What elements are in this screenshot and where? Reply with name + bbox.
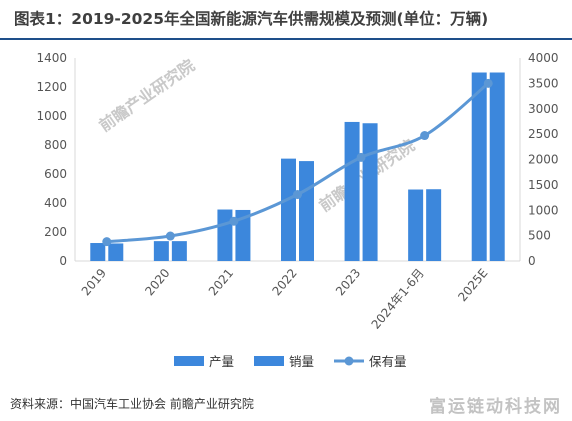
y-right-tick-label: 2000 (528, 153, 559, 167)
legend-swatch-0 (174, 356, 204, 366)
line-point-stock (420, 131, 430, 141)
y-left-tick-label: 0 (59, 254, 67, 268)
bar-sales (426, 189, 442, 261)
legend-marker-2 (344, 356, 354, 366)
axes: 0 200 400 600 800 1000 1200 1400 0 500 1000 1500 200… (36, 51, 558, 332)
bars (90, 72, 505, 261)
y-right-tick-label: 4000 (528, 51, 559, 65)
chart-title: 图表1：2019-2025年全国新能源汽车供需规模及预测(单位：万辆) (14, 10, 489, 28)
line-series (102, 78, 493, 247)
y-right-tick-label: 2500 (528, 127, 559, 141)
y-left-tick-label: 1200 (36, 80, 67, 94)
bar-sales (235, 209, 251, 261)
line-point-stock (102, 237, 112, 247)
bar-sales (171, 241, 187, 261)
y-left-tick-label: 200 (44, 225, 67, 239)
line-point-stock (165, 231, 175, 241)
y-right-tick-label: 1500 (528, 178, 559, 192)
legend-label-2: 保有量 (369, 354, 407, 369)
bar-sales (489, 72, 505, 261)
bar-production (471, 72, 487, 261)
legend-swatch-1 (254, 356, 284, 366)
bar-sales (299, 161, 314, 261)
bar-production (90, 243, 106, 261)
line-point-stock (356, 152, 366, 162)
x-tick-label: 2022 (269, 266, 299, 298)
x-tick-label: 2024年1-6月 (369, 266, 427, 332)
x-tick-label: 2023 (333, 266, 363, 298)
y-right-tick-label: 500 (528, 229, 551, 243)
x-tick-label: 2020 (142, 266, 172, 298)
y-left-tick-label: 1400 (36, 51, 67, 65)
x-tick-label: 2025E (455, 266, 490, 304)
bar-production (408, 189, 424, 261)
source-note: 资料来源：中国汽车工业协会 前瞻产业研究院 (10, 397, 254, 411)
bar-production (217, 209, 233, 261)
y-left-tick-label: 800 (44, 138, 67, 152)
bar-production (153, 241, 169, 261)
y-left-tick-label: 600 (44, 167, 67, 181)
line-point-stock (293, 190, 302, 200)
title-rule (0, 38, 572, 40)
line-point-stock (483, 78, 493, 88)
bar-sales (108, 243, 124, 261)
y-right-tick-label: 3000 (528, 102, 559, 116)
y-left-tick-label: 1000 (36, 109, 67, 123)
bar-sales (362, 123, 378, 261)
y-left-tick-label: 400 (44, 196, 67, 210)
x-tick-label: 2019 (79, 266, 109, 298)
bar-production (344, 121, 360, 261)
y-right-tick-label: 1000 (528, 203, 559, 217)
x-tick-label: 2021 (206, 266, 236, 298)
y-right-tick-label: 3500 (528, 76, 559, 90)
legend-label-0: 产量 (209, 354, 234, 369)
line-point-stock (229, 216, 239, 226)
bottom-watermark: 富运链动科技网 (429, 397, 562, 417)
bar-production (281, 158, 296, 261)
y-right-tick-label: 0 (528, 254, 536, 268)
watermark-text-0: 前瞻产业研究院 (96, 56, 199, 136)
legend-label-1: 销量 (289, 354, 314, 369)
legend: 产量 销量 保有量 (174, 354, 407, 369)
